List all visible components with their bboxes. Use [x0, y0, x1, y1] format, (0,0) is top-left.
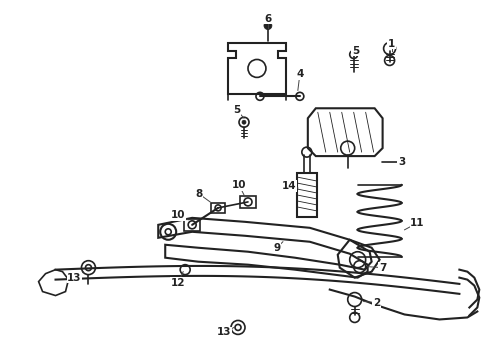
Text: 4: 4	[296, 69, 303, 80]
Circle shape	[242, 120, 246, 124]
Text: 14: 14	[282, 181, 296, 191]
Text: 12: 12	[171, 278, 185, 288]
Text: 6: 6	[264, 14, 271, 24]
Text: 5: 5	[233, 105, 241, 115]
Text: 2: 2	[373, 297, 380, 307]
Text: 8: 8	[196, 189, 203, 199]
Circle shape	[264, 22, 272, 30]
Text: 11: 11	[410, 218, 425, 228]
Text: 9: 9	[273, 243, 280, 253]
Text: 7: 7	[379, 263, 386, 273]
Text: 1: 1	[388, 39, 395, 49]
Text: 13: 13	[67, 273, 82, 283]
Text: 10: 10	[171, 210, 185, 220]
Text: 13: 13	[217, 327, 231, 337]
Text: 5: 5	[352, 45, 359, 55]
Text: 10: 10	[232, 180, 246, 190]
Text: 3: 3	[398, 157, 405, 167]
